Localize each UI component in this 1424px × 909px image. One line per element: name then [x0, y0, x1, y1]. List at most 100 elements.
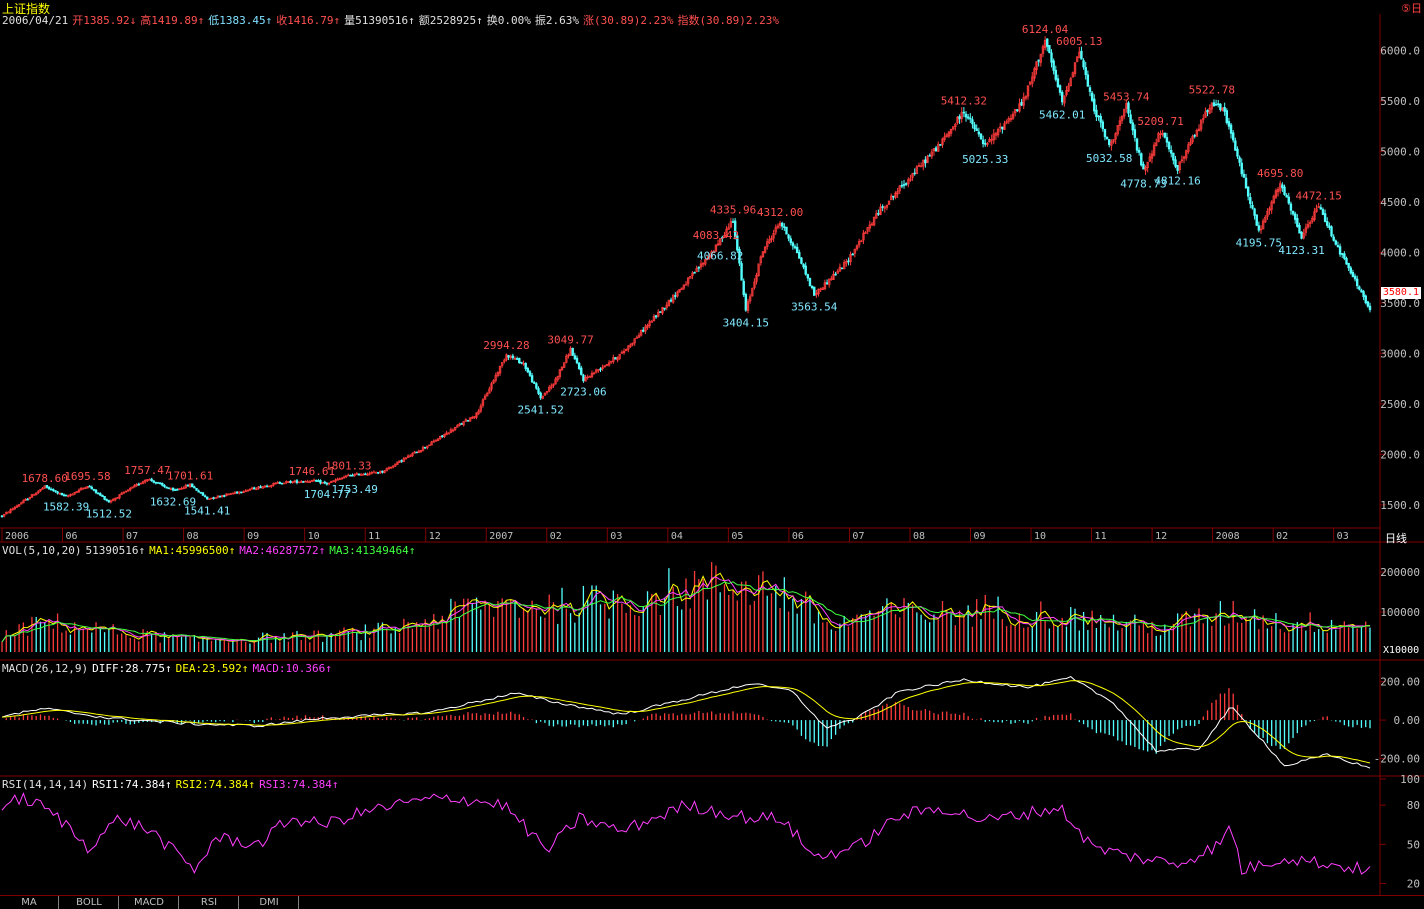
candle-body: [515, 358, 519, 360]
candle-body: [456, 425, 459, 428]
candle-body: [374, 472, 378, 474]
candle: [69, 493, 72, 497]
time-axis-label: 10: [308, 531, 320, 542]
vol-axis-label: 200000: [1380, 566, 1420, 579]
candle-body: [255, 488, 258, 491]
candle: [500, 362, 504, 368]
candle: [9, 508, 12, 514]
candle: [1308, 220, 1312, 228]
candle: [1163, 132, 1167, 139]
candle: [126, 489, 130, 492]
candle-body: [821, 287, 825, 290]
price-annotation-low: 1704.77: [304, 488, 350, 501]
time-axis-label: 03: [610, 531, 622, 542]
candle-body: [845, 261, 848, 264]
candle: [73, 491, 76, 496]
candle: [1366, 300, 1370, 308]
candle: [1043, 36, 1047, 51]
candle-body: [366, 474, 369, 476]
candle: [1022, 92, 1025, 109]
candle-body: [148, 479, 151, 481]
tab-ma[interactable]: MA: [0, 896, 59, 909]
macdhdr-item: DIFF:28.775↑: [92, 662, 172, 675]
candle: [156, 482, 160, 484]
candle-body: [406, 455, 410, 458]
candle-body: [1054, 69, 1057, 80]
candle-body: [601, 366, 604, 369]
candle: [1328, 222, 1331, 231]
candle-body: [836, 270, 839, 274]
candle-body: [802, 263, 805, 268]
candle-body: [199, 491, 202, 494]
candle-body: [417, 450, 421, 453]
candle: [486, 391, 489, 397]
tab-macd[interactable]: MACD: [120, 896, 179, 909]
candle-body: [216, 495, 220, 498]
candle: [409, 454, 412, 458]
candle-body: [235, 491, 239, 494]
candle-body: [943, 136, 946, 140]
candle-body: [372, 471, 376, 474]
candle-body: [742, 280, 745, 296]
candle: [225, 493, 228, 497]
candle: [828, 278, 831, 288]
candle: [748, 293, 752, 304]
candle-body: [122, 491, 126, 494]
candle: [400, 459, 403, 463]
candle: [24, 498, 27, 501]
candle-body: [62, 494, 66, 496]
candle: [729, 217, 733, 229]
candle-body: [624, 349, 628, 352]
candle-body: [58, 492, 61, 495]
candle-body: [385, 468, 388, 472]
candle: [569, 346, 572, 356]
candle: [195, 487, 198, 491]
tab-dmi[interactable]: DMI: [240, 896, 299, 909]
candle-body: [376, 471, 380, 474]
candle-body: [1182, 156, 1186, 159]
candle-body: [1127, 102, 1130, 114]
candle: [595, 368, 598, 374]
candle: [823, 279, 827, 291]
candle: [233, 490, 237, 495]
infobar-item: 涨(30.89)2.23%: [583, 14, 674, 27]
tab-boll[interactable]: BOLL: [60, 896, 119, 909]
candle: [32, 493, 36, 497]
candle-body: [1343, 253, 1346, 259]
candle-body: [220, 495, 224, 498]
candle: [317, 478, 320, 482]
candle-body: [443, 434, 446, 437]
candle: [488, 386, 491, 394]
candle: [471, 415, 474, 420]
candle: [1182, 155, 1186, 164]
candle-body: [862, 232, 865, 241]
candle-body: [937, 144, 940, 152]
period-switch-icon[interactable]: ⑤日: [1401, 2, 1422, 15]
candle: [582, 373, 585, 383]
candle: [1219, 103, 1222, 112]
candle: [176, 488, 179, 491]
candle-body: [1159, 133, 1162, 135]
candle: [355, 471, 359, 475]
price-annotation-low: 2541.52: [517, 404, 563, 417]
candle: [396, 461, 399, 466]
candle: [71, 493, 74, 496]
candle-body: [302, 481, 305, 483]
candle: [580, 365, 583, 376]
candle: [1041, 44, 1045, 58]
candle-body: [490, 383, 493, 390]
candle-body: [248, 489, 252, 491]
candle-body: [1093, 98, 1096, 112]
period-label[interactable]: 日线: [1385, 532, 1407, 545]
candle-body: [156, 482, 160, 484]
candle-body: [945, 134, 948, 137]
price-annotation-high: 4312.00: [757, 206, 803, 219]
candle-body: [413, 451, 416, 454]
candle-body: [1180, 159, 1184, 162]
candle-body: [438, 436, 442, 439]
tab-rsi[interactable]: RSI: [180, 896, 239, 909]
candle: [274, 482, 277, 485]
rsi-axis-label: 50: [1407, 838, 1420, 851]
candle: [1135, 137, 1139, 154]
